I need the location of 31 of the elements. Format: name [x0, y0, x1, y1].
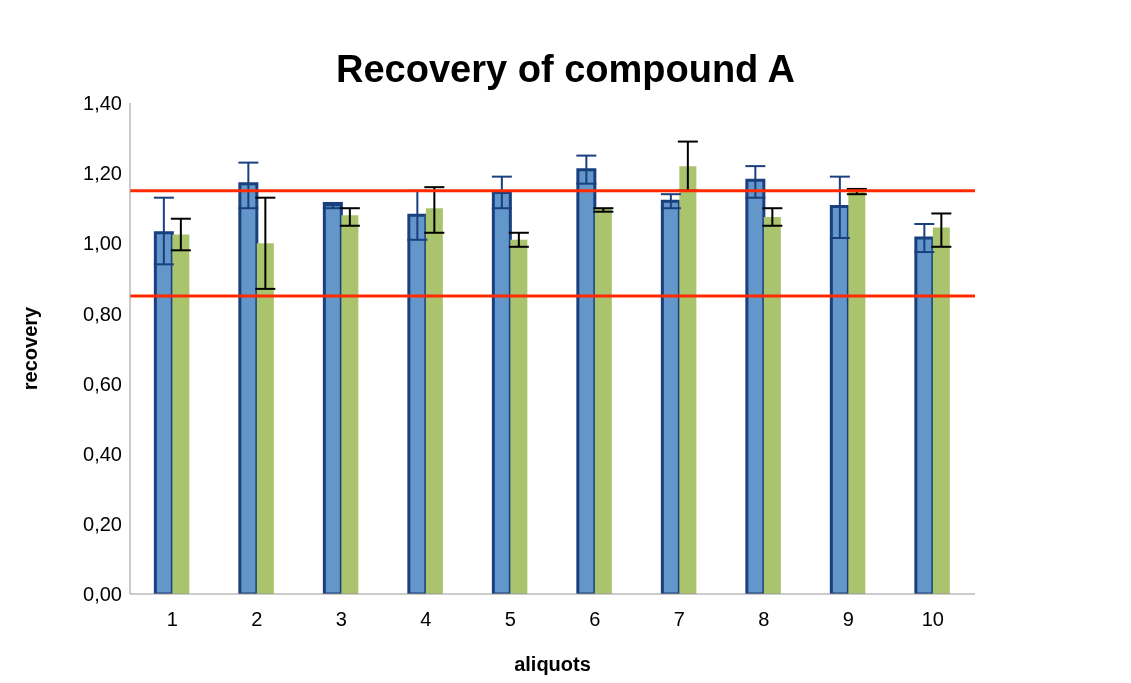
x-tick-label: 5 [504, 608, 516, 631]
x-tick-label: 9 [842, 608, 854, 631]
x-tick-label: 1 [166, 608, 178, 631]
bar [172, 234, 190, 594]
bar [256, 243, 274, 594]
x-tick-label: 3 [335, 608, 347, 631]
y-tick-label: 0,80 [83, 302, 122, 325]
y-tick-label: 1,20 [83, 162, 122, 185]
y-tick-label: 1,00 [83, 232, 122, 255]
bar [510, 239, 528, 594]
x-tick-label: 8 [758, 608, 770, 631]
y-tick-label: 0,00 [83, 583, 122, 606]
chart-title: Recovery of compound A [335, 48, 796, 91]
x-tick-label: 10 [921, 608, 944, 631]
bar [341, 215, 359, 594]
bar [763, 216, 781, 594]
x-tick-label: 4 [420, 608, 432, 631]
y-tick-label: 1,40 [83, 92, 122, 115]
y-tick-label: 0,20 [83, 512, 122, 535]
bar [679, 166, 697, 594]
x-tick-label: 6 [589, 608, 601, 631]
bar [932, 227, 950, 594]
x-axis-title: aliquots [514, 653, 591, 675]
x-tick-label: 7 [673, 608, 685, 631]
y-tick-label: 0,40 [83, 442, 122, 465]
y-tick-label: 0,60 [83, 372, 122, 395]
y-axis-title: recovery [19, 305, 42, 391]
bar [425, 208, 443, 594]
bar [848, 190, 866, 594]
bar [594, 208, 612, 594]
x-tick-label: 2 [251, 608, 263, 631]
